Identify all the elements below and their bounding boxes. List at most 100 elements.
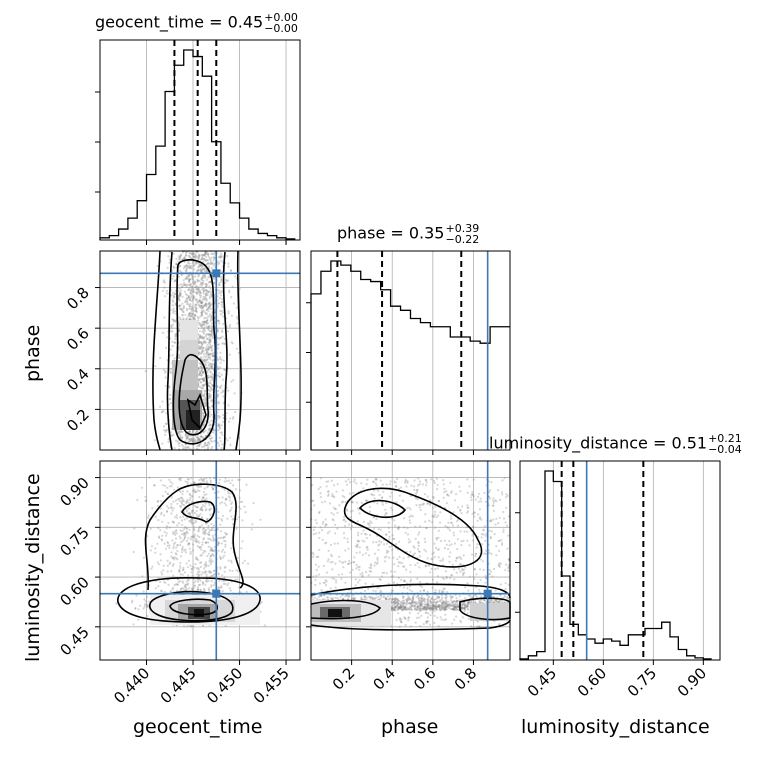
- sample-point: [201, 385, 204, 388]
- sample-point: [200, 282, 203, 285]
- sample-point: [205, 580, 208, 583]
- sample-point: [208, 531, 211, 534]
- sample-point: [163, 316, 166, 319]
- sample-point: [200, 285, 203, 288]
- sample-point: [222, 413, 225, 417]
- sample-point: [193, 529, 196, 532]
- sample-point: [175, 529, 178, 532]
- sample-point: [388, 538, 391, 541]
- sample-point: [178, 535, 181, 538]
- sample-point: [201, 307, 204, 310]
- sample-point: [170, 505, 173, 508]
- sample-point: [198, 495, 201, 499]
- sample-point: [196, 445, 199, 448]
- sample-point: [188, 318, 191, 321]
- sample-point: [232, 484, 235, 487]
- sample-point: [184, 446, 187, 449]
- sample-point: [217, 429, 220, 432]
- sample-point: [157, 526, 160, 530]
- sample-point: [160, 539, 164, 542]
- sample-point: [193, 252, 196, 255]
- sample-point: [230, 547, 233, 550]
- sample-point: [209, 353, 212, 356]
- sample-point: [173, 295, 176, 298]
- sample-point: [201, 524, 204, 527]
- sample-point: [174, 533, 177, 537]
- sample-point: [169, 401, 172, 405]
- sample-point: [199, 378, 202, 381]
- sample-point: [208, 295, 211, 298]
- sample-point: [200, 279, 204, 282]
- sample-point: [455, 571, 458, 574]
- sample-point: [204, 335, 207, 338]
- sample-point: [191, 588, 194, 592]
- sample-point: [207, 541, 210, 544]
- sample-point: [181, 545, 184, 549]
- sample-point: [141, 575, 144, 578]
- sample-point: [201, 378, 204, 381]
- sample-point: [209, 382, 212, 385]
- sample-point: [176, 549, 179, 553]
- sample-point: [204, 570, 207, 573]
- sample-point: [206, 308, 209, 311]
- sample-point: [347, 547, 350, 550]
- sample-point: [207, 352, 211, 355]
- sample-point: [204, 509, 207, 512]
- sample-point: [191, 430, 194, 433]
- sample-point: [207, 347, 210, 350]
- sample-point: [224, 531, 227, 535]
- sample-point: [201, 277, 204, 280]
- sample-point: [200, 336, 203, 339]
- sample-point: [180, 502, 184, 505]
- sample-point: [212, 355, 215, 358]
- sample-point: [218, 375, 221, 378]
- sample-point: [202, 412, 205, 415]
- sample-point: [193, 533, 196, 536]
- sample-point: [168, 398, 171, 401]
- sample-point: [211, 354, 214, 358]
- sample-point: [189, 314, 192, 318]
- sample-point: [187, 537, 190, 540]
- sample-point: [179, 496, 183, 499]
- sample-point: [200, 312, 203, 315]
- sample-point: [198, 369, 201, 372]
- sample-point: [213, 253, 216, 256]
- sample-point: [178, 442, 181, 445]
- sample-point: [197, 255, 200, 258]
- sample-point: [159, 559, 162, 562]
- sample-point: [218, 586, 221, 590]
- sample-point: [173, 357, 176, 360]
- sample-point: [197, 583, 201, 587]
- sample-point: [197, 258, 200, 261]
- sample-point: [199, 513, 202, 516]
- sample-point: [174, 292, 177, 295]
- sample-point: [201, 298, 204, 301]
- sample-point: [192, 317, 195, 320]
- sample-point: [193, 263, 196, 266]
- sample-point: [182, 311, 185, 314]
- sample-point: [187, 288, 190, 291]
- sample-point: [193, 306, 197, 309]
- sample-point: [192, 288, 195, 291]
- sample-point: [198, 438, 201, 441]
- sample-point: [191, 307, 194, 310]
- sample-point: [207, 315, 210, 318]
- sample-point: [327, 558, 330, 561]
- sample-point: [212, 363, 215, 366]
- sample-point: [200, 265, 203, 268]
- sample-point: [191, 574, 194, 578]
- sample-point: [184, 283, 187, 286]
- sample-point: [190, 290, 194, 293]
- sample-point: [191, 252, 194, 256]
- sample-point: [217, 400, 220, 403]
- sample-point: [433, 621, 436, 625]
- p-ld-geocent-yticklabel-3: 0.90: [56, 474, 92, 510]
- sample-point: [178, 305, 181, 308]
- sample-point: [205, 347, 208, 350]
- sample-point: [219, 256, 222, 259]
- sample-point: [183, 257, 186, 260]
- sample-point: [202, 395, 205, 398]
- sample-point: [182, 625, 186, 628]
- sample-point: [163, 590, 166, 594]
- sample-point: [203, 298, 207, 301]
